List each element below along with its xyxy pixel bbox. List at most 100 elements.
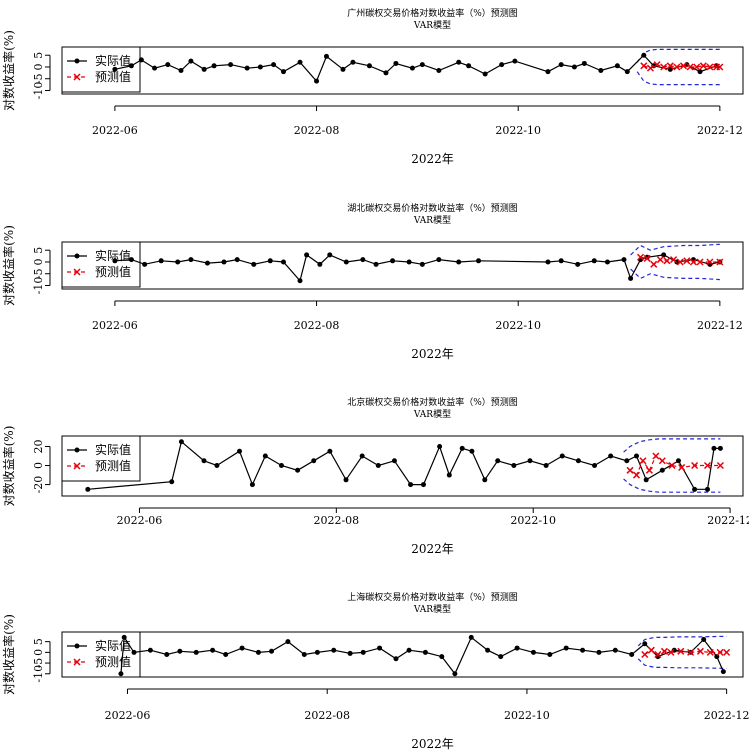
forecast-point bbox=[687, 648, 695, 656]
actual-point bbox=[234, 257, 240, 263]
actual-point bbox=[643, 477, 649, 483]
forecast-point bbox=[706, 648, 714, 656]
actual-point bbox=[581, 60, 587, 66]
x-tick-label: 2022-06 bbox=[105, 709, 151, 722]
actual-point bbox=[456, 59, 462, 65]
actual-point bbox=[644, 254, 650, 260]
forecast-point bbox=[689, 258, 697, 266]
actual-point bbox=[420, 482, 426, 488]
legend-box bbox=[61, 631, 141, 678]
actual-point bbox=[165, 62, 171, 68]
forecast-point bbox=[693, 63, 701, 71]
y-tick-label: 0 bbox=[32, 649, 45, 656]
forecast-point bbox=[641, 650, 649, 659]
actual-point bbox=[419, 62, 425, 68]
y-tick-label: 5 bbox=[32, 638, 45, 645]
x-tick-label: 2022-06 bbox=[92, 319, 138, 332]
actual-point bbox=[347, 650, 353, 656]
actual-point bbox=[327, 448, 333, 454]
actual-point bbox=[331, 647, 337, 653]
legend-forecast-label: 预测值 bbox=[95, 264, 131, 279]
y-tick-label: -5 bbox=[32, 73, 45, 84]
actual-point bbox=[659, 467, 665, 473]
plot-frame bbox=[61, 46, 744, 95]
y-axis-label: 对数收益率(%) bbox=[1, 614, 16, 695]
actual-point bbox=[711, 445, 717, 451]
forecast-point bbox=[654, 650, 662, 659]
actual-point bbox=[327, 252, 333, 258]
actual-point bbox=[295, 467, 301, 473]
actual-point bbox=[142, 261, 148, 267]
actual-point bbox=[360, 257, 366, 263]
actual-point bbox=[485, 647, 491, 653]
actual-point bbox=[280, 259, 286, 265]
legend-actual-marker bbox=[74, 58, 80, 64]
actual-point bbox=[598, 68, 604, 73]
y-tick-label: -10 bbox=[32, 665, 45, 683]
forecast-point bbox=[636, 253, 645, 261]
actual-point bbox=[629, 652, 635, 657]
x-tick-label: 2022-08 bbox=[313, 514, 359, 527]
actual-point bbox=[193, 649, 199, 655]
legend-forecast-label: 预测值 bbox=[95, 69, 131, 84]
forecast-point bbox=[673, 63, 681, 71]
actual-point bbox=[112, 66, 118, 72]
actual-point bbox=[128, 257, 134, 263]
legend-actual-marker bbox=[74, 253, 80, 259]
actual-point bbox=[563, 645, 569, 651]
actual-point bbox=[343, 259, 349, 265]
actual-point bbox=[476, 258, 482, 264]
actual-point bbox=[85, 486, 91, 492]
actual-point bbox=[419, 261, 425, 267]
actual-point bbox=[624, 69, 630, 75]
actual-point bbox=[304, 252, 310, 258]
actual-point bbox=[121, 634, 127, 640]
actual-point bbox=[499, 62, 505, 68]
actual-point bbox=[512, 58, 518, 64]
x-tick-label: 2022-10 bbox=[504, 709, 550, 722]
actual-point bbox=[201, 66, 207, 72]
y-tick-label: -20 bbox=[32, 476, 45, 494]
y-tick-label: -5 bbox=[32, 658, 45, 669]
forecast-point bbox=[652, 452, 660, 460]
actual-point bbox=[210, 647, 216, 653]
actual-point bbox=[530, 649, 536, 655]
actual-point bbox=[558, 258, 564, 264]
actual-point bbox=[314, 78, 320, 84]
actual-point bbox=[158, 258, 164, 264]
actual-point bbox=[614, 63, 620, 69]
actual-point bbox=[608, 453, 614, 459]
chart-title: 北京碳权交易价格对数收益率（%）预测图 bbox=[347, 396, 518, 408]
legend-box bbox=[61, 46, 141, 93]
forecast-point bbox=[667, 648, 675, 656]
actual-point bbox=[311, 458, 317, 464]
actual-point bbox=[297, 278, 303, 284]
legend-box bbox=[61, 241, 141, 288]
x-axis-label: 2022年 bbox=[411, 737, 454, 751]
actual-point bbox=[221, 259, 227, 265]
actual-point bbox=[642, 641, 648, 647]
actual-point bbox=[511, 463, 517, 469]
actual-point bbox=[717, 445, 723, 451]
actual-point bbox=[452, 671, 458, 677]
actual-point bbox=[257, 64, 263, 70]
forecast-point bbox=[643, 254, 651, 262]
forecast-point bbox=[716, 461, 724, 470]
actual-point bbox=[262, 453, 268, 459]
actual-point bbox=[628, 275, 634, 281]
actual-point bbox=[482, 477, 488, 483]
x-tick-label: 2022-08 bbox=[294, 124, 340, 137]
y-axis-label: 对数收益率(%) bbox=[1, 426, 16, 507]
actual-point bbox=[188, 58, 194, 64]
actual-point bbox=[131, 649, 137, 655]
x-tick-label: 2022-08 bbox=[304, 709, 350, 722]
actual-point bbox=[178, 439, 184, 445]
forecast-point bbox=[668, 461, 676, 470]
confidence-band-lower bbox=[623, 478, 721, 493]
chart-subtitle: VAR模型 bbox=[413, 409, 451, 420]
confidence-band-lower bbox=[637, 658, 727, 669]
forecast-point bbox=[679, 62, 688, 70]
actual-point bbox=[223, 652, 229, 657]
